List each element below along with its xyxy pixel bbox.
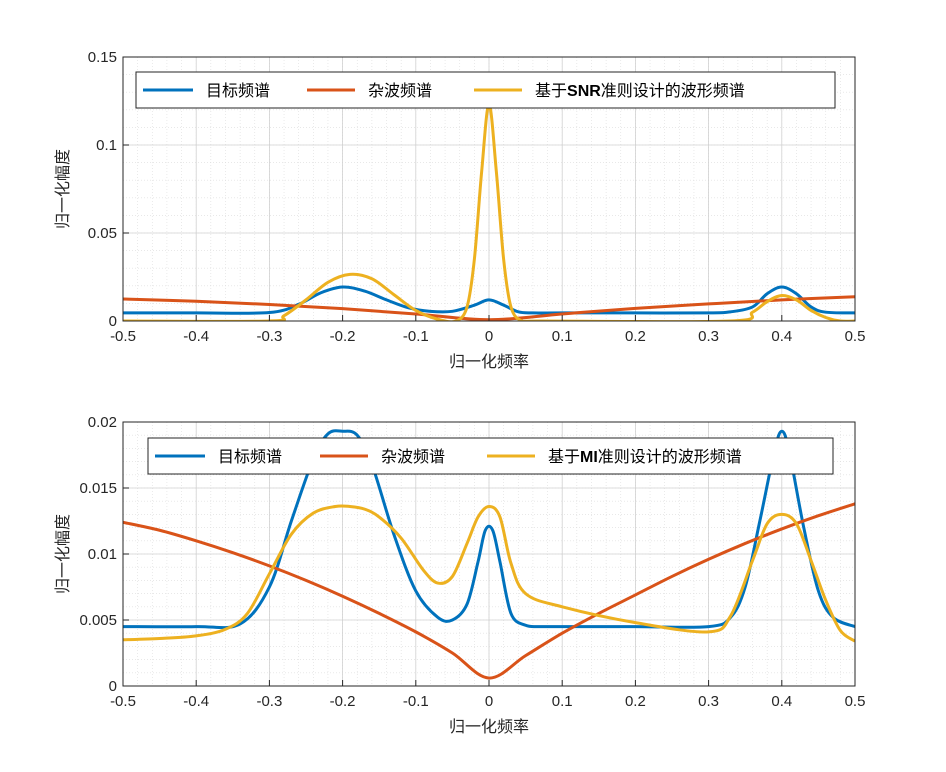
x-tick-label: 0.4 <box>771 693 792 710</box>
x-tick-label: -0.3 <box>256 693 282 710</box>
y-tick-label: 0 <box>109 313 117 330</box>
top-legend-label-prefix: 基于 <box>535 81 567 100</box>
y-tick-label: 0.015 <box>79 480 117 497</box>
x-tick-label: -0.2 <box>330 693 356 710</box>
top-chart: -0.5 -0.4 -0.3 -0.2 -0.1 0 0.1 0.2 0.3 0.4 0.5 0 0.0… <box>53 49 865 371</box>
x-tick-label: 0.5 <box>845 328 866 345</box>
y-tick-label: 0.1 <box>96 137 117 154</box>
y-tick-label: 0.02 <box>88 414 117 431</box>
x-tick-label: -0.1 <box>403 328 429 345</box>
top-grid <box>122 56 856 322</box>
bottom-legend-label-suffix: 准则设计的波形频谱 <box>598 447 742 466</box>
y-tick-label: 0.15 <box>88 49 117 66</box>
x-tick-label: -0.3 <box>256 328 282 345</box>
x-tick-label: 0.2 <box>625 328 646 345</box>
top-legend-label-target: 目标频谱 <box>206 81 270 100</box>
x-tick-label: -0.4 <box>183 693 209 710</box>
x-tick-label: 0.3 <box>698 693 719 710</box>
top-x-axis-label: 归一化频率 <box>449 352 529 371</box>
top-legend-label-clutter: 杂波频谱 <box>368 81 432 100</box>
bottom-tick-labels: -0.5 -0.4 -0.3 -0.2 -0.1 0 0.1 0.2 0.3 0.4 0.5 0 0.0… <box>79 414 865 710</box>
x-tick-label: 0.4 <box>771 328 792 345</box>
bottom-legend-label-target: 目标频谱 <box>218 447 282 466</box>
x-tick-label: 0.3 <box>698 328 719 345</box>
bottom-legend-label-clutter: 杂波频谱 <box>381 447 445 466</box>
series-target-spectrum <box>123 285 855 315</box>
y-tick-label: 0.005 <box>79 612 117 629</box>
series-waveform-spectrum <box>123 504 855 643</box>
x-tick-label: 0.1 <box>552 693 573 710</box>
series-clutter-spectrum <box>123 502 855 680</box>
top-legend-label-criterion: SNR <box>567 83 601 100</box>
bottom-y-axis-label: 归一化幅度 <box>53 514 72 594</box>
top-tick-labels: -0.5 -0.4 -0.3 -0.2 -0.1 0 0.1 0.2 0.3 0.4 0.5 0 0.0… <box>88 49 866 345</box>
x-tick-label: 0.1 <box>552 328 573 345</box>
y-tick-label: 0.01 <box>88 546 117 563</box>
bottom-legend-label-waveform: 基于MI准则设计的波形频谱 <box>548 447 742 466</box>
x-tick-label: -0.4 <box>183 328 209 345</box>
y-tick-label: 0.05 <box>88 225 117 242</box>
bottom-legend-label-prefix: 基于 <box>548 447 580 466</box>
top-y-axis-label: 归一化幅度 <box>53 149 72 229</box>
x-tick-label: 0.2 <box>625 693 646 710</box>
x-tick-label: -0.5 <box>110 328 136 345</box>
x-tick-label: -0.1 <box>403 693 429 710</box>
y-tick-label: 0 <box>109 678 117 695</box>
top-legend: 目标频谱 杂波频谱 基于SNR准则设计的波形频谱 <box>135 71 836 109</box>
bottom-chart: -0.5 -0.4 -0.3 -0.2 -0.1 0 0.1 0.2 0.3 0.4 0.5 0 0.0… <box>53 414 865 736</box>
top-legend-label-suffix: 准则设计的波形频谱 <box>601 81 745 100</box>
bottom-legend-label-criterion: MI <box>580 449 598 466</box>
bottom-x-axis-label: 归一化频率 <box>449 717 529 736</box>
bottom-legend: 目标频谱 杂波频谱 基于MI准则设计的波形频谱 <box>147 437 834 475</box>
x-tick-label: -0.5 <box>110 693 136 710</box>
x-tick-label: 0 <box>485 328 493 345</box>
x-tick-label: 0 <box>485 693 493 710</box>
top-legend-label-waveform: 基于SNR准则设计的波形频谱 <box>535 81 745 100</box>
x-tick-label: -0.2 <box>330 328 356 345</box>
x-tick-label: 0.5 <box>845 693 866 710</box>
